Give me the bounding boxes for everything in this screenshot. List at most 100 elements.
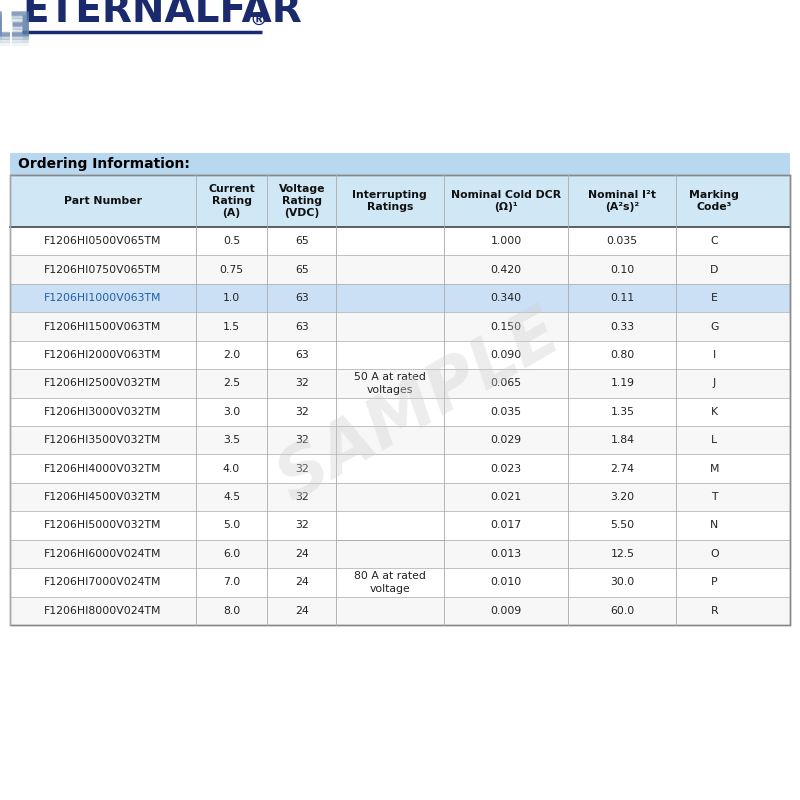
- Text: Voltage
Rating
(VDC): Voltage Rating (VDC): [278, 184, 325, 218]
- Text: 0.150: 0.150: [490, 322, 522, 331]
- Bar: [10, 153, 790, 175]
- Text: Ordering Information:: Ordering Information:: [18, 157, 190, 171]
- Text: 0.80: 0.80: [610, 350, 634, 360]
- Text: 63: 63: [295, 293, 309, 303]
- Text: F1206HI8000V024TM: F1206HI8000V024TM: [44, 606, 162, 616]
- Text: 0.013: 0.013: [490, 549, 522, 559]
- Text: 65: 65: [295, 265, 309, 274]
- Bar: [10, 175, 790, 227]
- Text: 12.5: 12.5: [610, 549, 634, 559]
- Text: 32: 32: [295, 492, 309, 502]
- Text: I: I: [713, 350, 716, 360]
- Text: Marking
Code³: Marking Code³: [690, 190, 739, 212]
- Text: ETERNALFAR: ETERNALFAR: [0, 6, 26, 39]
- Text: 0.021: 0.021: [490, 492, 522, 502]
- Bar: [10, 341, 790, 369]
- Text: ETERNALFAR: ETERNALFAR: [0, 2, 26, 35]
- Text: SAMPLE: SAMPLE: [266, 298, 574, 514]
- Text: 0.035: 0.035: [606, 236, 638, 246]
- Text: 1.35: 1.35: [610, 406, 634, 417]
- Text: F1206HI4000V032TM: F1206HI4000V032TM: [44, 464, 162, 474]
- Text: D: D: [710, 265, 718, 274]
- Text: 3.20: 3.20: [610, 492, 634, 502]
- Text: F1206HI0750V065TM: F1206HI0750V065TM: [44, 265, 162, 274]
- Bar: [10, 568, 790, 597]
- Text: ®: ®: [250, 12, 268, 30]
- Bar: [10, 511, 790, 540]
- Text: 2.0: 2.0: [223, 350, 240, 360]
- Text: 24: 24: [295, 549, 309, 559]
- Text: 30.0: 30.0: [610, 578, 634, 587]
- Text: F1206HI6000V024TM: F1206HI6000V024TM: [44, 549, 162, 559]
- Text: 3.0: 3.0: [223, 406, 240, 417]
- Text: Current
Rating
(A): Current Rating (A): [208, 184, 255, 218]
- Text: 24: 24: [295, 606, 309, 616]
- Text: 5.50: 5.50: [610, 521, 634, 530]
- Text: E: E: [711, 293, 718, 303]
- Text: 0.090: 0.090: [490, 350, 522, 360]
- Text: 63: 63: [295, 350, 309, 360]
- Text: Nominal Cold DCR
(Ω)¹: Nominal Cold DCR (Ω)¹: [451, 190, 561, 212]
- Text: J: J: [713, 378, 716, 388]
- Text: 0.11: 0.11: [610, 293, 634, 303]
- Text: 0.009: 0.009: [490, 606, 522, 616]
- Text: 0.023: 0.023: [490, 464, 522, 474]
- Bar: [10, 369, 790, 398]
- Text: 32: 32: [295, 464, 309, 474]
- Text: 1.000: 1.000: [490, 236, 522, 246]
- Text: 0.029: 0.029: [490, 435, 522, 446]
- Text: ETERNALFAR: ETERNALFAR: [0, 3, 26, 36]
- Text: F1206HI3000V032TM: F1206HI3000V032TM: [44, 406, 162, 417]
- Text: 32: 32: [295, 378, 309, 388]
- Text: 3.5: 3.5: [223, 435, 240, 446]
- Bar: [10, 454, 790, 483]
- Text: 0.75: 0.75: [219, 265, 243, 274]
- Text: K: K: [710, 406, 718, 417]
- Text: T: T: [711, 492, 718, 502]
- Text: O: O: [710, 549, 718, 559]
- Text: 8.0: 8.0: [223, 606, 240, 616]
- Text: F1206HI0500V065TM: F1206HI0500V065TM: [44, 236, 162, 246]
- Text: 7.0: 7.0: [223, 578, 240, 587]
- Text: 24: 24: [295, 578, 309, 587]
- Bar: [10, 284, 790, 312]
- Text: 1.5: 1.5: [223, 322, 240, 331]
- Text: 0.5: 0.5: [223, 236, 240, 246]
- Text: F1206HI3500V032TM: F1206HI3500V032TM: [44, 435, 162, 446]
- Text: ETERNALFAR: ETERNALFAR: [22, 0, 302, 30]
- Text: F1206HI5000V032TM: F1206HI5000V032TM: [44, 521, 162, 530]
- Text: Nominal I²t
(A²s)²: Nominal I²t (A²s)²: [588, 190, 656, 212]
- Text: F1206HI4500V032TM: F1206HI4500V032TM: [44, 492, 162, 502]
- Text: 2.5: 2.5: [223, 378, 240, 388]
- Text: 1.0: 1.0: [223, 293, 240, 303]
- Text: N: N: [710, 521, 718, 530]
- Text: L: L: [711, 435, 718, 446]
- Text: 0.340: 0.340: [490, 293, 522, 303]
- Text: 4.0: 4.0: [223, 464, 240, 474]
- Text: 60.0: 60.0: [610, 606, 634, 616]
- Bar: [10, 227, 790, 255]
- Text: F1206HI1000V063TM: F1206HI1000V063TM: [44, 293, 162, 303]
- Text: 32: 32: [295, 406, 309, 417]
- Bar: [10, 540, 790, 568]
- Text: F1206HI1500V063TM: F1206HI1500V063TM: [44, 322, 162, 331]
- Bar: [10, 312, 790, 341]
- Text: R: R: [710, 606, 718, 616]
- Text: 0.33: 0.33: [610, 322, 634, 331]
- Text: P: P: [711, 578, 718, 587]
- Bar: [10, 398, 790, 426]
- Text: 1.84: 1.84: [610, 435, 634, 446]
- Text: ETERNALFAR: ETERNALFAR: [0, 12, 26, 45]
- Text: ETERNALFAR: ETERNALFAR: [0, 9, 26, 42]
- Text: 63: 63: [295, 322, 309, 331]
- Bar: [10, 426, 790, 454]
- Bar: [10, 483, 790, 511]
- Text: C: C: [710, 236, 718, 246]
- Bar: [10, 255, 790, 284]
- Text: 65: 65: [295, 236, 309, 246]
- Bar: [10, 175, 790, 625]
- Text: M: M: [710, 464, 719, 474]
- Text: F1206HI7000V024TM: F1206HI7000V024TM: [44, 578, 162, 587]
- Text: 4.5: 4.5: [223, 492, 240, 502]
- Text: 0.10: 0.10: [610, 265, 634, 274]
